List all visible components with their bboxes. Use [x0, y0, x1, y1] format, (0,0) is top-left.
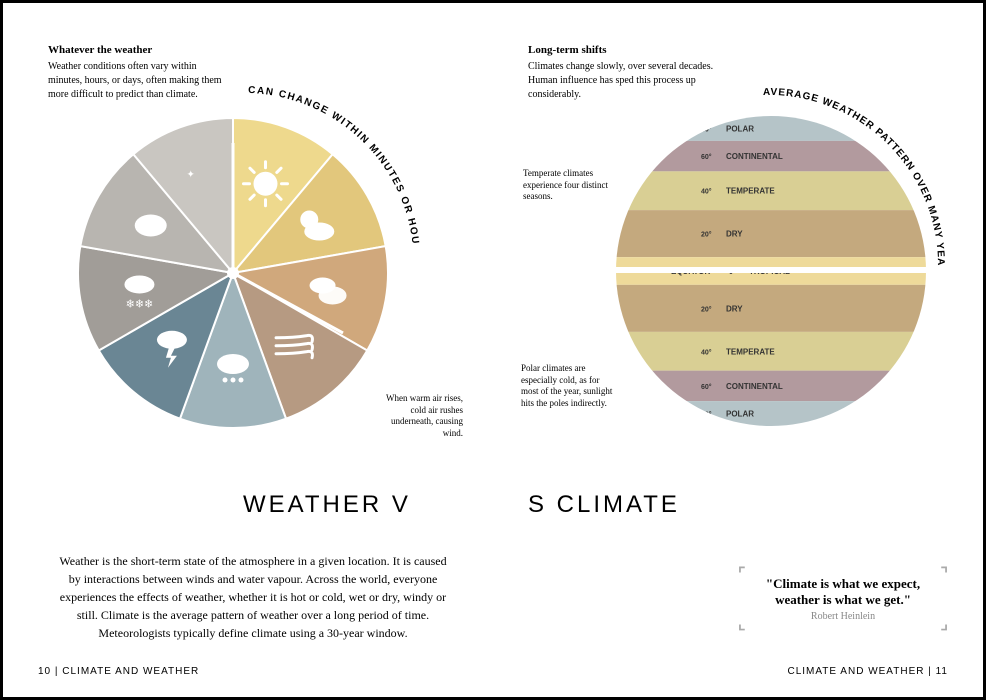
quote-attribution: Robert Heinlein: [748, 611, 938, 622]
svg-text:POLAR: POLAR: [726, 410, 754, 419]
right-page: Long-term shifts Climates change slowly,…: [493, 3, 983, 697]
svg-text:40°: 40°: [701, 348, 712, 356]
bracket-br: ⌟: [941, 614, 949, 634]
left-page: Whatever the weather Weather conditions …: [3, 3, 493, 697]
left-page-number: 10 | CLIMATE AND WEATHER: [38, 666, 199, 677]
svg-text:80°: 80°: [701, 411, 712, 419]
weather-wheel: ❄❄❄ ✦: [63, 103, 403, 443]
bracket-bl: ⌞: [738, 614, 746, 634]
left-callout-title: Whatever the weather: [48, 43, 228, 58]
bracket-tr: ⌝: [941, 564, 949, 584]
svg-text:TEMPERATE: TEMPERATE: [726, 347, 775, 356]
quote-text: "Climate is what we expect, weather is w…: [748, 576, 938, 608]
right-callout-title: Long-term shifts: [528, 43, 718, 58]
svg-text:60°: 60°: [701, 383, 712, 391]
svg-text:✦: ✦: [187, 170, 195, 181]
svg-text:DRY: DRY: [726, 230, 743, 239]
right-page-number: CLIMATE AND WEATHER | 11: [787, 666, 948, 677]
body-paragraph: Weather is the short-term state of the a…: [58, 552, 448, 642]
svg-text:TEMPERATE: TEMPERATE: [726, 187, 775, 196]
svg-text:80°: 80°: [701, 125, 712, 133]
svg-text:CONTINENTAL: CONTINENTAL: [726, 382, 783, 391]
svg-text:CONTINENTAL: CONTINENTAL: [726, 152, 783, 161]
svg-text:❄❄❄: ❄❄❄: [126, 298, 154, 310]
svg-text:POLAR: POLAR: [726, 124, 754, 133]
bracket-tl: ⌜: [738, 564, 746, 584]
svg-text:40°: 40°: [701, 188, 712, 196]
quote-box: ⌜ ⌝ "Climate is what we expect, weather …: [748, 576, 938, 622]
polar-annotation: Polar climates are especially cold, as f…: [521, 363, 616, 410]
svg-text:20°: 20°: [701, 231, 712, 239]
title-weather: WEATHER V: [243, 491, 411, 519]
climate-globe: 80° POLAR 60° CONTINENTAL 40° TEMPERATE 20° DRY…: [611, 111, 931, 431]
svg-text:DRY: DRY: [726, 304, 743, 313]
title-climate: S CLIMATE: [528, 491, 680, 519]
wind-annotation: When warm air rises, cold air rushes und…: [373, 393, 463, 440]
svg-text:20°: 20°: [701, 305, 712, 313]
svg-text:60°: 60°: [701, 153, 712, 161]
temperate-annotation: Temperate climates experience four disti…: [523, 168, 613, 203]
